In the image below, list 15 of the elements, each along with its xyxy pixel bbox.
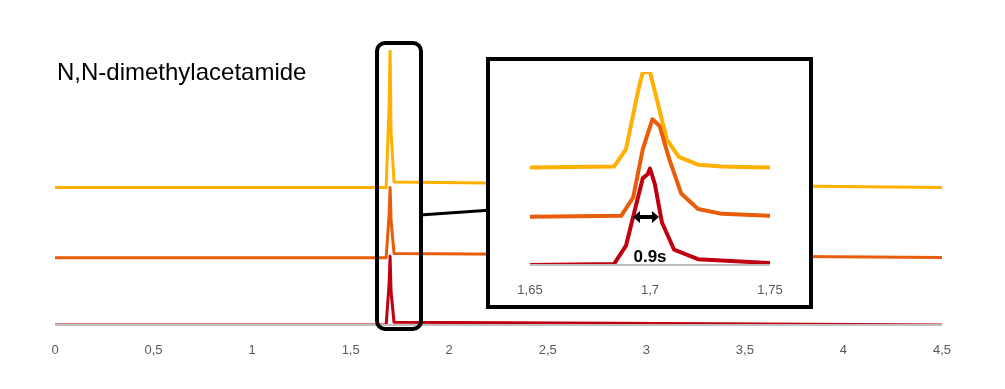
x-tick-label: 1,65 bbox=[517, 282, 543, 298]
x-tick-label: 3 bbox=[642, 342, 650, 358]
x-tick-label: 4 bbox=[839, 342, 848, 358]
x-tick-label: 1,7 bbox=[640, 282, 660, 298]
x-tick-label: 3,5 bbox=[735, 342, 754, 358]
x-tick-label: 1,75 bbox=[757, 282, 783, 298]
x-tick-label: 1,5 bbox=[341, 342, 360, 358]
chart-title: N,N-dimethylacetamide bbox=[57, 58, 307, 86]
x-tick-label: 4,5 bbox=[932, 342, 952, 358]
x-tick-label: 0 bbox=[51, 342, 59, 358]
x-tick-label: 2 bbox=[445, 342, 453, 358]
annotation: 0.9s bbox=[633, 247, 667, 267]
x-tick-label: 1 bbox=[248, 342, 256, 358]
x-tick-label: 2,5 bbox=[538, 342, 557, 358]
x-tick-label: 0,5 bbox=[144, 342, 163, 358]
